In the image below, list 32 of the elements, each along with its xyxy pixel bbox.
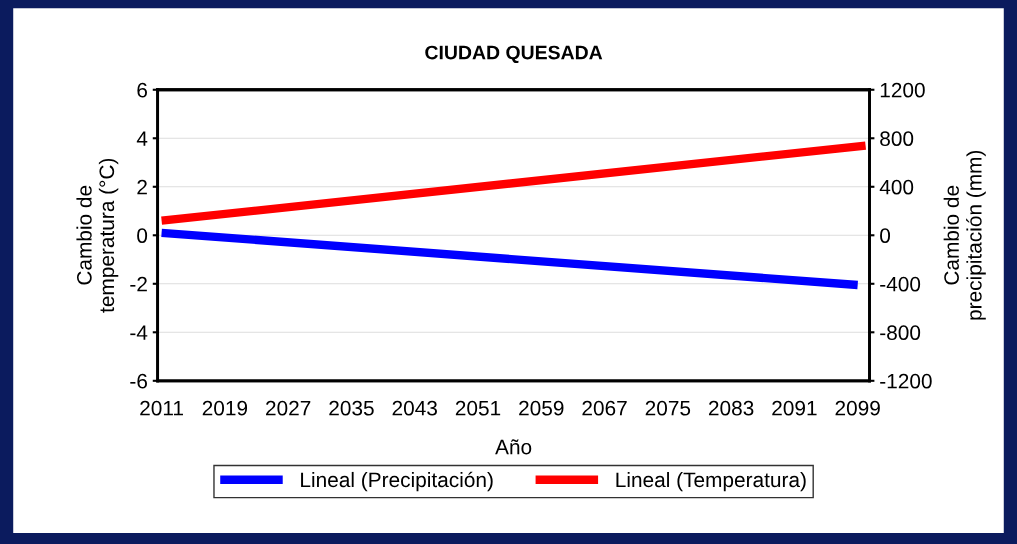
y2-tick-label: 0 [880, 228, 891, 244]
legend-label: Lineal (Temperatura) [616, 471, 806, 492]
x-tick-label: 2075 [645, 400, 691, 416]
chart-title: CIUDAD QUESADA [425, 45, 603, 64]
y-tick-label: -6 [130, 373, 147, 389]
x-tick-label: 2019 [202, 400, 248, 416]
y2-tick-label: 400 [879, 179, 914, 195]
x-tick-label: 2059 [519, 400, 564, 416]
x-tick-label: 2067 [582, 400, 627, 416]
x-tick-label: 2035 [329, 400, 374, 416]
x-tick-label: 2091 [772, 400, 817, 416]
y-tick-label: -4 [130, 325, 148, 340]
x-tick-label: 2051 [455, 400, 501, 416]
y-tick-label: -2 [130, 276, 147, 292]
y2-tick-label: 800 [880, 131, 914, 147]
y-tick-label: 6 [137, 82, 147, 98]
y-tick-label: 0 [137, 228, 148, 244]
y-axis-title: Cambio de temperatura (°C) [76, 158, 119, 313]
y-tick-label: 4 [136, 131, 148, 146]
x-tick-label: 2099 [835, 400, 880, 416]
x-tick-label: 2027 [266, 400, 311, 416]
y2-tick-label: 1200 [880, 82, 925, 98]
y-tick-label: 2 [137, 179, 147, 195]
x-axis-title: Año [495, 439, 532, 455]
y2-axis-title: Cambio de precipitación (mm) [943, 150, 986, 320]
x-tick-label: 2043 [392, 400, 437, 416]
y2-tick-label: -1200 [880, 373, 932, 389]
y2-tick-label: -400 [880, 276, 921, 292]
y2-tick-label: -800 [880, 325, 921, 341]
x-tick-label: 2011 [140, 400, 183, 416]
legend-label: Lineal (Precipitación) [301, 471, 493, 492]
x-tick-label: 2083 [708, 400, 754, 416]
